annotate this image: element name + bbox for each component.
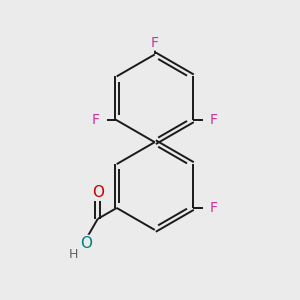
Text: O: O: [92, 185, 104, 200]
Text: F: F: [209, 113, 217, 127]
Text: O: O: [80, 236, 92, 251]
Text: F: F: [151, 36, 159, 50]
Text: F: F: [209, 201, 217, 215]
Text: H: H: [69, 248, 78, 261]
Text: F: F: [92, 113, 100, 127]
